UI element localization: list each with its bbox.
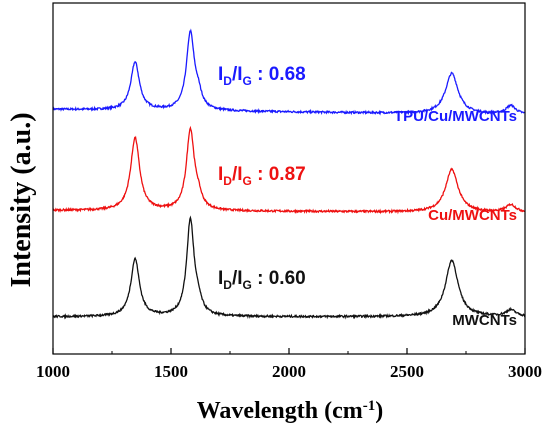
series-line-0: [52, 28, 526, 116]
x-axis-title: Wavelength (cm-1): [197, 398, 384, 424]
x-tick-label-1: 1500: [154, 362, 188, 381]
x-tick-label-4: 3000: [508, 362, 542, 381]
labels: ID/IG : 0.68 TPU/Cu/MWCNTs ID/IG : 0.87 Cu/…: [218, 64, 517, 329]
intensity-ratio-label-1: ID/IG : 0.87: [218, 164, 306, 188]
x-tick-label-2: 2000: [272, 362, 306, 381]
series-name-label-1: Cu/MWCNTs: [428, 207, 517, 224]
series-name-label-0: TPU/Cu/MWCNTs: [394, 108, 517, 125]
plot-area: [52, 28, 526, 320]
series-line-1: [52, 125, 526, 215]
intensity-ratio-label-2: ID/IG : 0.60: [218, 268, 306, 292]
x-tick-label-0: 1000: [36, 362, 70, 381]
x-tick-label-3: 2500: [390, 362, 424, 381]
y-axis-title: Intensity (a.u.): [6, 112, 37, 287]
series-line-2: [52, 215, 526, 320]
axes: 1000 1500 2000 2500 3000: [36, 2, 542, 381]
intensity-ratio-label-0: ID/IG : 0.68: [218, 64, 306, 88]
series-name-label-2: MWCNTs: [452, 312, 517, 329]
